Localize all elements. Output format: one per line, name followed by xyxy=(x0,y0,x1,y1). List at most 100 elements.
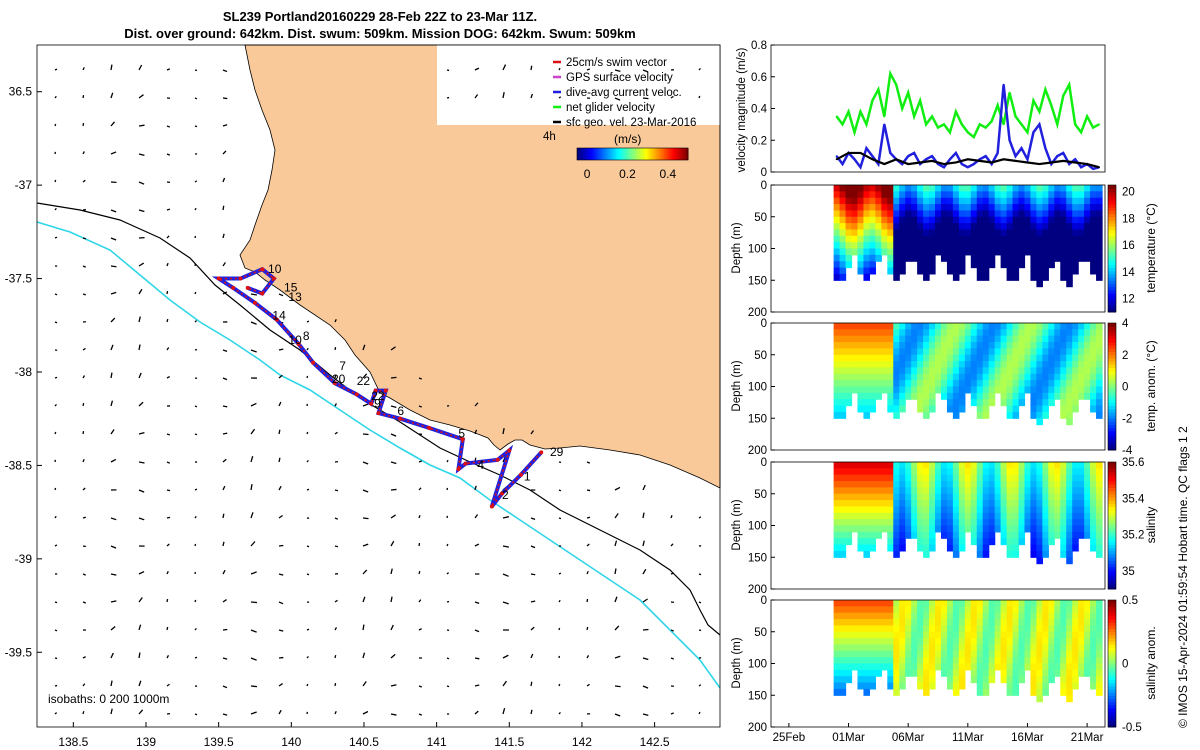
colorbar-cell xyxy=(614,148,617,160)
heatmap-cell xyxy=(1018,538,1026,546)
heatmap-cell xyxy=(917,367,924,375)
heatmap-cell xyxy=(863,392,871,400)
velocity-arrow xyxy=(614,685,621,688)
colorbar-cell xyxy=(1108,550,1116,555)
heatmap-cell xyxy=(869,405,876,413)
heatmap-cell xyxy=(1084,606,1091,614)
heatmap-cell xyxy=(976,204,984,211)
velocity-arrow xyxy=(586,543,590,547)
heatmap-cell xyxy=(839,519,847,527)
colorbar-cell xyxy=(1108,695,1116,699)
heatmap-cell xyxy=(857,519,865,527)
heatmap-cell xyxy=(875,367,882,375)
heatmap-cell xyxy=(1030,185,1038,192)
heatmap-cell xyxy=(1066,676,1073,684)
velocity-point xyxy=(984,126,987,129)
heatmap-cell xyxy=(929,481,936,488)
heatmap-cell xyxy=(1048,399,1055,407)
heatmap-cell xyxy=(1090,531,1097,539)
heatmap-cell xyxy=(1012,185,1020,192)
colorbar-cell xyxy=(1108,273,1116,278)
heatmap-cell xyxy=(899,481,906,488)
heatmap-cell xyxy=(887,335,894,343)
velocity-arrow xyxy=(334,346,337,351)
velocity-arrow xyxy=(418,405,423,408)
heatmap-cell xyxy=(1000,625,1008,633)
heatmap-cell xyxy=(982,204,990,211)
colorbar-cell xyxy=(625,148,628,160)
heatmap-cell xyxy=(988,500,996,508)
track-point xyxy=(463,461,468,466)
heatmap-cell xyxy=(923,676,930,684)
heatmap-cell xyxy=(1012,261,1020,269)
heatmap-cell xyxy=(946,261,954,269)
heatmap-cell xyxy=(1066,474,1073,482)
heatmap-cell xyxy=(1006,380,1014,388)
heatmap-cell xyxy=(946,625,954,633)
heatmap-cell xyxy=(1066,342,1073,349)
heatmap-cell xyxy=(863,669,871,677)
heatmap-cell xyxy=(1042,644,1049,652)
heatmap-cell xyxy=(923,367,930,375)
heatmap-cell xyxy=(1096,386,1103,394)
heatmap-cell xyxy=(1018,625,1026,633)
heatmap-cell xyxy=(994,468,1002,476)
heatmap-cell xyxy=(952,392,960,400)
velocity-arrow xyxy=(110,92,114,99)
heatmap-cell xyxy=(982,474,990,482)
colorbar-cell xyxy=(1108,468,1116,473)
heatmap-cell xyxy=(1006,631,1014,639)
heatmap-cell xyxy=(1096,474,1103,482)
colorbar-cell xyxy=(1108,519,1116,523)
heatmap-cell xyxy=(845,261,853,269)
heatmap-cell xyxy=(1066,335,1073,343)
velocity-arrow xyxy=(418,713,423,716)
velocity-arrow xyxy=(698,601,702,604)
heatmap-cell xyxy=(964,638,972,646)
heatmap-cell xyxy=(940,373,948,381)
heatmap-cell xyxy=(839,512,847,520)
heatmap-cell xyxy=(970,468,978,476)
y-tick-label: -37 xyxy=(15,178,33,192)
heatmap-cell xyxy=(935,323,942,330)
heatmap-cell xyxy=(935,367,942,375)
heatmap-cell xyxy=(869,493,876,501)
heatmap-cell xyxy=(976,462,984,469)
colorbar-cell xyxy=(1108,335,1116,340)
heatmap-cell xyxy=(917,373,924,381)
heatmap-cell xyxy=(935,462,942,469)
heatmap-cell xyxy=(929,669,936,677)
heatmap-cell xyxy=(905,229,912,237)
heatmap-cell xyxy=(946,223,954,231)
heatmap-cell xyxy=(970,487,978,495)
velocity-arrow xyxy=(390,540,395,547)
heatmap-cell xyxy=(952,185,960,192)
heatmap-cell xyxy=(929,538,936,546)
heatmap-cell xyxy=(917,481,924,488)
heatmap-cell xyxy=(905,481,912,488)
heatmap-cell xyxy=(917,361,924,369)
heatmap-cell xyxy=(976,600,984,607)
velocity-point xyxy=(1002,123,1005,126)
heatmap-cell xyxy=(923,216,930,224)
heatmap-cell xyxy=(899,267,906,275)
heatmap-cell xyxy=(952,525,960,533)
heatmap-cell xyxy=(911,380,918,388)
heatmap-cell xyxy=(857,399,865,407)
heatmap-cell xyxy=(1072,354,1079,362)
heatmap-cell xyxy=(1024,210,1032,218)
colorbar-cell xyxy=(623,148,626,160)
heatmap-cell xyxy=(893,550,900,558)
heatmap-cell xyxy=(899,348,906,356)
heatmap-cell xyxy=(1072,254,1079,262)
heatmap-cell xyxy=(911,361,918,369)
heatmap-cell xyxy=(952,644,960,652)
heatmap-cell xyxy=(1036,329,1043,337)
heatmap-cell xyxy=(976,612,984,620)
heatmap-cell xyxy=(863,650,871,658)
heatmap-cell xyxy=(845,657,853,665)
heatmap-cell xyxy=(893,373,900,381)
heatmap-cell xyxy=(845,216,853,224)
heatmap-cell xyxy=(1024,323,1032,330)
heatmap-cell xyxy=(929,361,936,369)
